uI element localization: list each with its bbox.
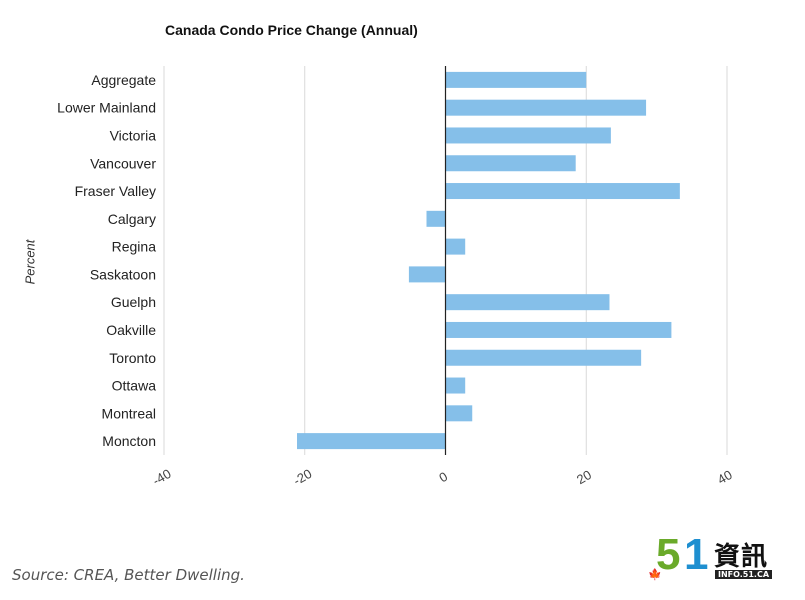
category-label: Fraser Valley bbox=[75, 183, 156, 199]
category-label: Montreal bbox=[102, 405, 156, 421]
chart-title: Canada Condo Price Change (Annual) bbox=[165, 22, 418, 38]
x-tick-label: 40 bbox=[715, 467, 735, 487]
bar bbox=[445, 183, 680, 200]
source-note: Source: CREA, Better Dwelling. bbox=[12, 566, 245, 584]
bar bbox=[297, 433, 446, 450]
category-label: Moncton bbox=[102, 433, 156, 449]
watermark-chinese-text: 資訊 bbox=[714, 542, 769, 572]
category-label: Ottawa bbox=[112, 378, 157, 394]
bar bbox=[445, 321, 672, 338]
bar bbox=[445, 377, 466, 394]
bar bbox=[445, 349, 642, 366]
bars bbox=[297, 71, 680, 450]
x-tick-labels: -40 -20 0 20 40 bbox=[150, 466, 735, 488]
bar bbox=[445, 71, 587, 88]
category-label: Victoria bbox=[110, 127, 157, 143]
category-label: Vancouver bbox=[90, 155, 156, 171]
watermark-logo: 🍁 5 1 資訊 INFO.51.CA bbox=[648, 530, 798, 584]
y-axis-label: Percent bbox=[22, 239, 38, 285]
x-tick-label: -20 bbox=[291, 466, 315, 488]
category-label: Calgary bbox=[108, 211, 156, 227]
bar bbox=[445, 294, 610, 311]
x-tick-label: 20 bbox=[574, 467, 594, 487]
category-label: Toronto bbox=[109, 350, 156, 366]
category-label: Regina bbox=[112, 239, 157, 255]
bar bbox=[445, 405, 473, 422]
category-labels: Aggregate Lower Mainland Victoria Vancouver… bbox=[57, 72, 156, 449]
category-label: Lower Mainland bbox=[57, 100, 156, 116]
bar bbox=[426, 210, 446, 227]
bar bbox=[408, 266, 446, 283]
category-label: Aggregate bbox=[91, 72, 156, 88]
bar bbox=[445, 127, 611, 144]
watermark-five: 5 bbox=[656, 530, 681, 579]
bar bbox=[445, 238, 466, 255]
category-label: Guelph bbox=[111, 294, 156, 310]
bar bbox=[445, 155, 576, 172]
x-tick-label: -40 bbox=[150, 466, 174, 488]
watermark-one: 1 bbox=[684, 530, 709, 579]
x-tick-label: 0 bbox=[436, 469, 450, 486]
category-label: Oakville bbox=[106, 322, 156, 338]
maple-leaf-icon: 🍁 bbox=[648, 569, 662, 581]
watermark-subtext: INFO.51.CA bbox=[715, 570, 773, 579]
category-label: Saskatoon bbox=[90, 266, 156, 282]
bar bbox=[445, 99, 647, 116]
